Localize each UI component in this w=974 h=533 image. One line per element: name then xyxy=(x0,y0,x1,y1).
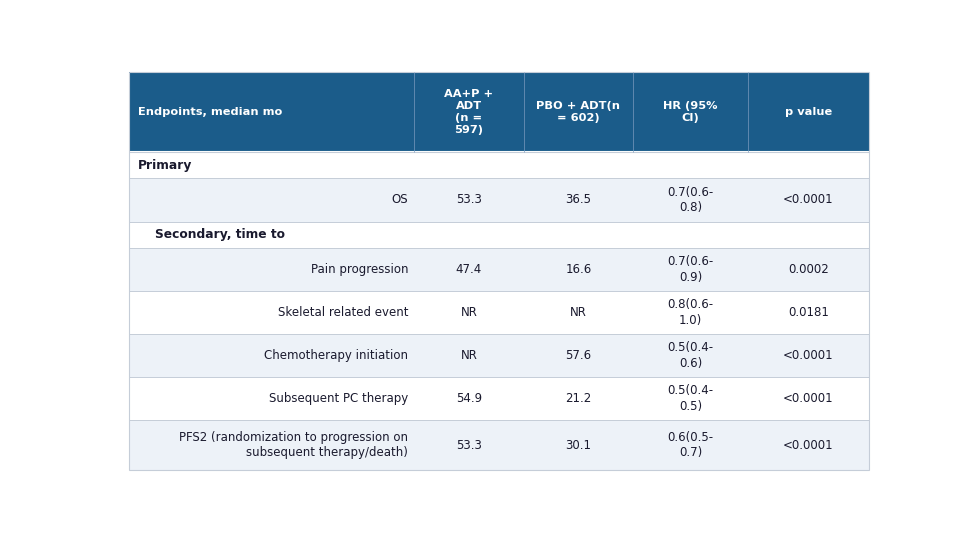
Text: 30.1: 30.1 xyxy=(565,439,591,451)
Text: 16.6: 16.6 xyxy=(565,263,591,276)
Text: 53.3: 53.3 xyxy=(456,193,482,206)
Text: NR: NR xyxy=(461,349,477,362)
Text: 53.3: 53.3 xyxy=(456,439,482,451)
Text: <0.0001: <0.0001 xyxy=(783,193,834,206)
Text: Secondary, time to: Secondary, time to xyxy=(138,228,285,241)
Text: 54.9: 54.9 xyxy=(456,392,482,405)
Text: 47.4: 47.4 xyxy=(456,263,482,276)
Text: 0.5(0.4-
0.5): 0.5(0.4- 0.5) xyxy=(667,384,714,413)
Text: <0.0001: <0.0001 xyxy=(783,349,834,362)
Text: Pain progression: Pain progression xyxy=(311,263,408,276)
Text: 0.7(0.6-
0.9): 0.7(0.6- 0.9) xyxy=(667,255,714,284)
Text: PBO + ADT(n
= 602): PBO + ADT(n = 602) xyxy=(537,101,620,123)
Text: 21.2: 21.2 xyxy=(565,392,591,405)
Text: <0.0001: <0.0001 xyxy=(783,392,834,405)
Text: 0.0002: 0.0002 xyxy=(788,263,829,276)
Text: Primary: Primary xyxy=(138,159,193,172)
Text: Subsequent PC therapy: Subsequent PC therapy xyxy=(269,392,408,405)
Text: PFS2 (randomization to progression on
subsequent therapy/death): PFS2 (randomization to progression on su… xyxy=(179,431,408,459)
Bar xyxy=(130,291,869,334)
Text: OS: OS xyxy=(392,193,408,206)
Text: 0.6(0.5-
0.7): 0.6(0.5- 0.7) xyxy=(667,431,714,459)
Bar xyxy=(130,420,869,470)
Text: 0.8(0.6-
1.0): 0.8(0.6- 1.0) xyxy=(667,298,714,327)
Text: <0.0001: <0.0001 xyxy=(783,439,834,451)
Bar xyxy=(130,334,869,377)
Text: p value: p value xyxy=(785,107,832,117)
Text: 57.6: 57.6 xyxy=(565,349,591,362)
Bar xyxy=(130,222,869,248)
Text: Endpoints, median mo: Endpoints, median mo xyxy=(138,107,282,117)
Bar xyxy=(130,72,869,152)
Text: 0.0181: 0.0181 xyxy=(788,306,829,319)
Text: NR: NR xyxy=(461,306,477,319)
Text: Skeletal related event: Skeletal related event xyxy=(278,306,408,319)
Text: 0.5(0.4-
0.6): 0.5(0.4- 0.6) xyxy=(667,341,714,369)
Bar xyxy=(130,152,869,179)
Bar xyxy=(130,377,869,420)
Text: AA+P +
ADT
(n =
597): AA+P + ADT (n = 597) xyxy=(444,89,494,135)
Bar xyxy=(130,179,869,222)
Text: NR: NR xyxy=(570,306,586,319)
Bar xyxy=(130,248,869,291)
Text: Chemotherapy initiation: Chemotherapy initiation xyxy=(264,349,408,362)
Text: HR (95%
CI): HR (95% CI) xyxy=(663,101,718,123)
Text: 0.7(0.6-
0.8): 0.7(0.6- 0.8) xyxy=(667,185,714,214)
Text: 36.5: 36.5 xyxy=(565,193,591,206)
